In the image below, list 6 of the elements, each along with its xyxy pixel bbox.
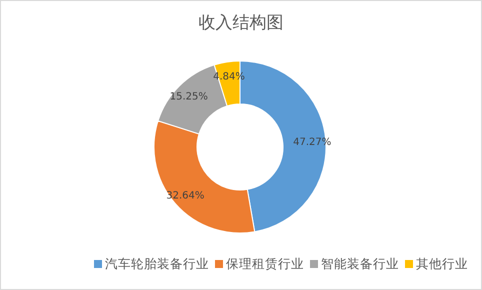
- legend-label: 保理租赁行业: [226, 256, 304, 271]
- legend-label: 其他行业: [416, 256, 468, 271]
- legend-label: 智能装备行业: [321, 256, 399, 271]
- legend-label: 汽车轮胎装备行业: [105, 256, 209, 271]
- chart-title: 收入结构图: [198, 13, 284, 33]
- data-label: 15.25%: [170, 92, 208, 103]
